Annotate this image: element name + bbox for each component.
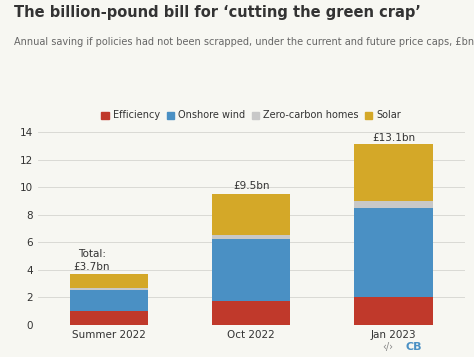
Bar <box>212 235 290 240</box>
Text: The billion-pound bill for ‘cutting the green crap’: The billion-pound bill for ‘cutting the … <box>14 5 421 20</box>
Text: CB: CB <box>405 342 422 352</box>
Legend: Efficiency, Onshore wind, Zero-carbon homes, Solar: Efficiency, Onshore wind, Zero-carbon ho… <box>98 107 405 124</box>
Bar <box>354 208 432 297</box>
Text: Annual saving if policies had not been scrapped, under the current and future pr: Annual saving if policies had not been s… <box>14 37 474 47</box>
Bar <box>70 291 148 311</box>
Bar <box>212 301 290 325</box>
Bar <box>70 288 148 291</box>
Bar <box>354 297 432 325</box>
Bar <box>354 201 432 208</box>
Bar <box>354 145 432 201</box>
Bar <box>70 274 148 288</box>
Text: £9.5bn: £9.5bn <box>233 181 270 191</box>
Bar <box>212 240 290 301</box>
Bar <box>212 194 290 235</box>
Text: Total:
£3.7bn: Total: £3.7bn <box>73 249 110 272</box>
Text: ‹/›: ‹/› <box>383 342 393 352</box>
Bar <box>70 311 148 325</box>
Text: £13.1bn: £13.1bn <box>372 133 415 143</box>
